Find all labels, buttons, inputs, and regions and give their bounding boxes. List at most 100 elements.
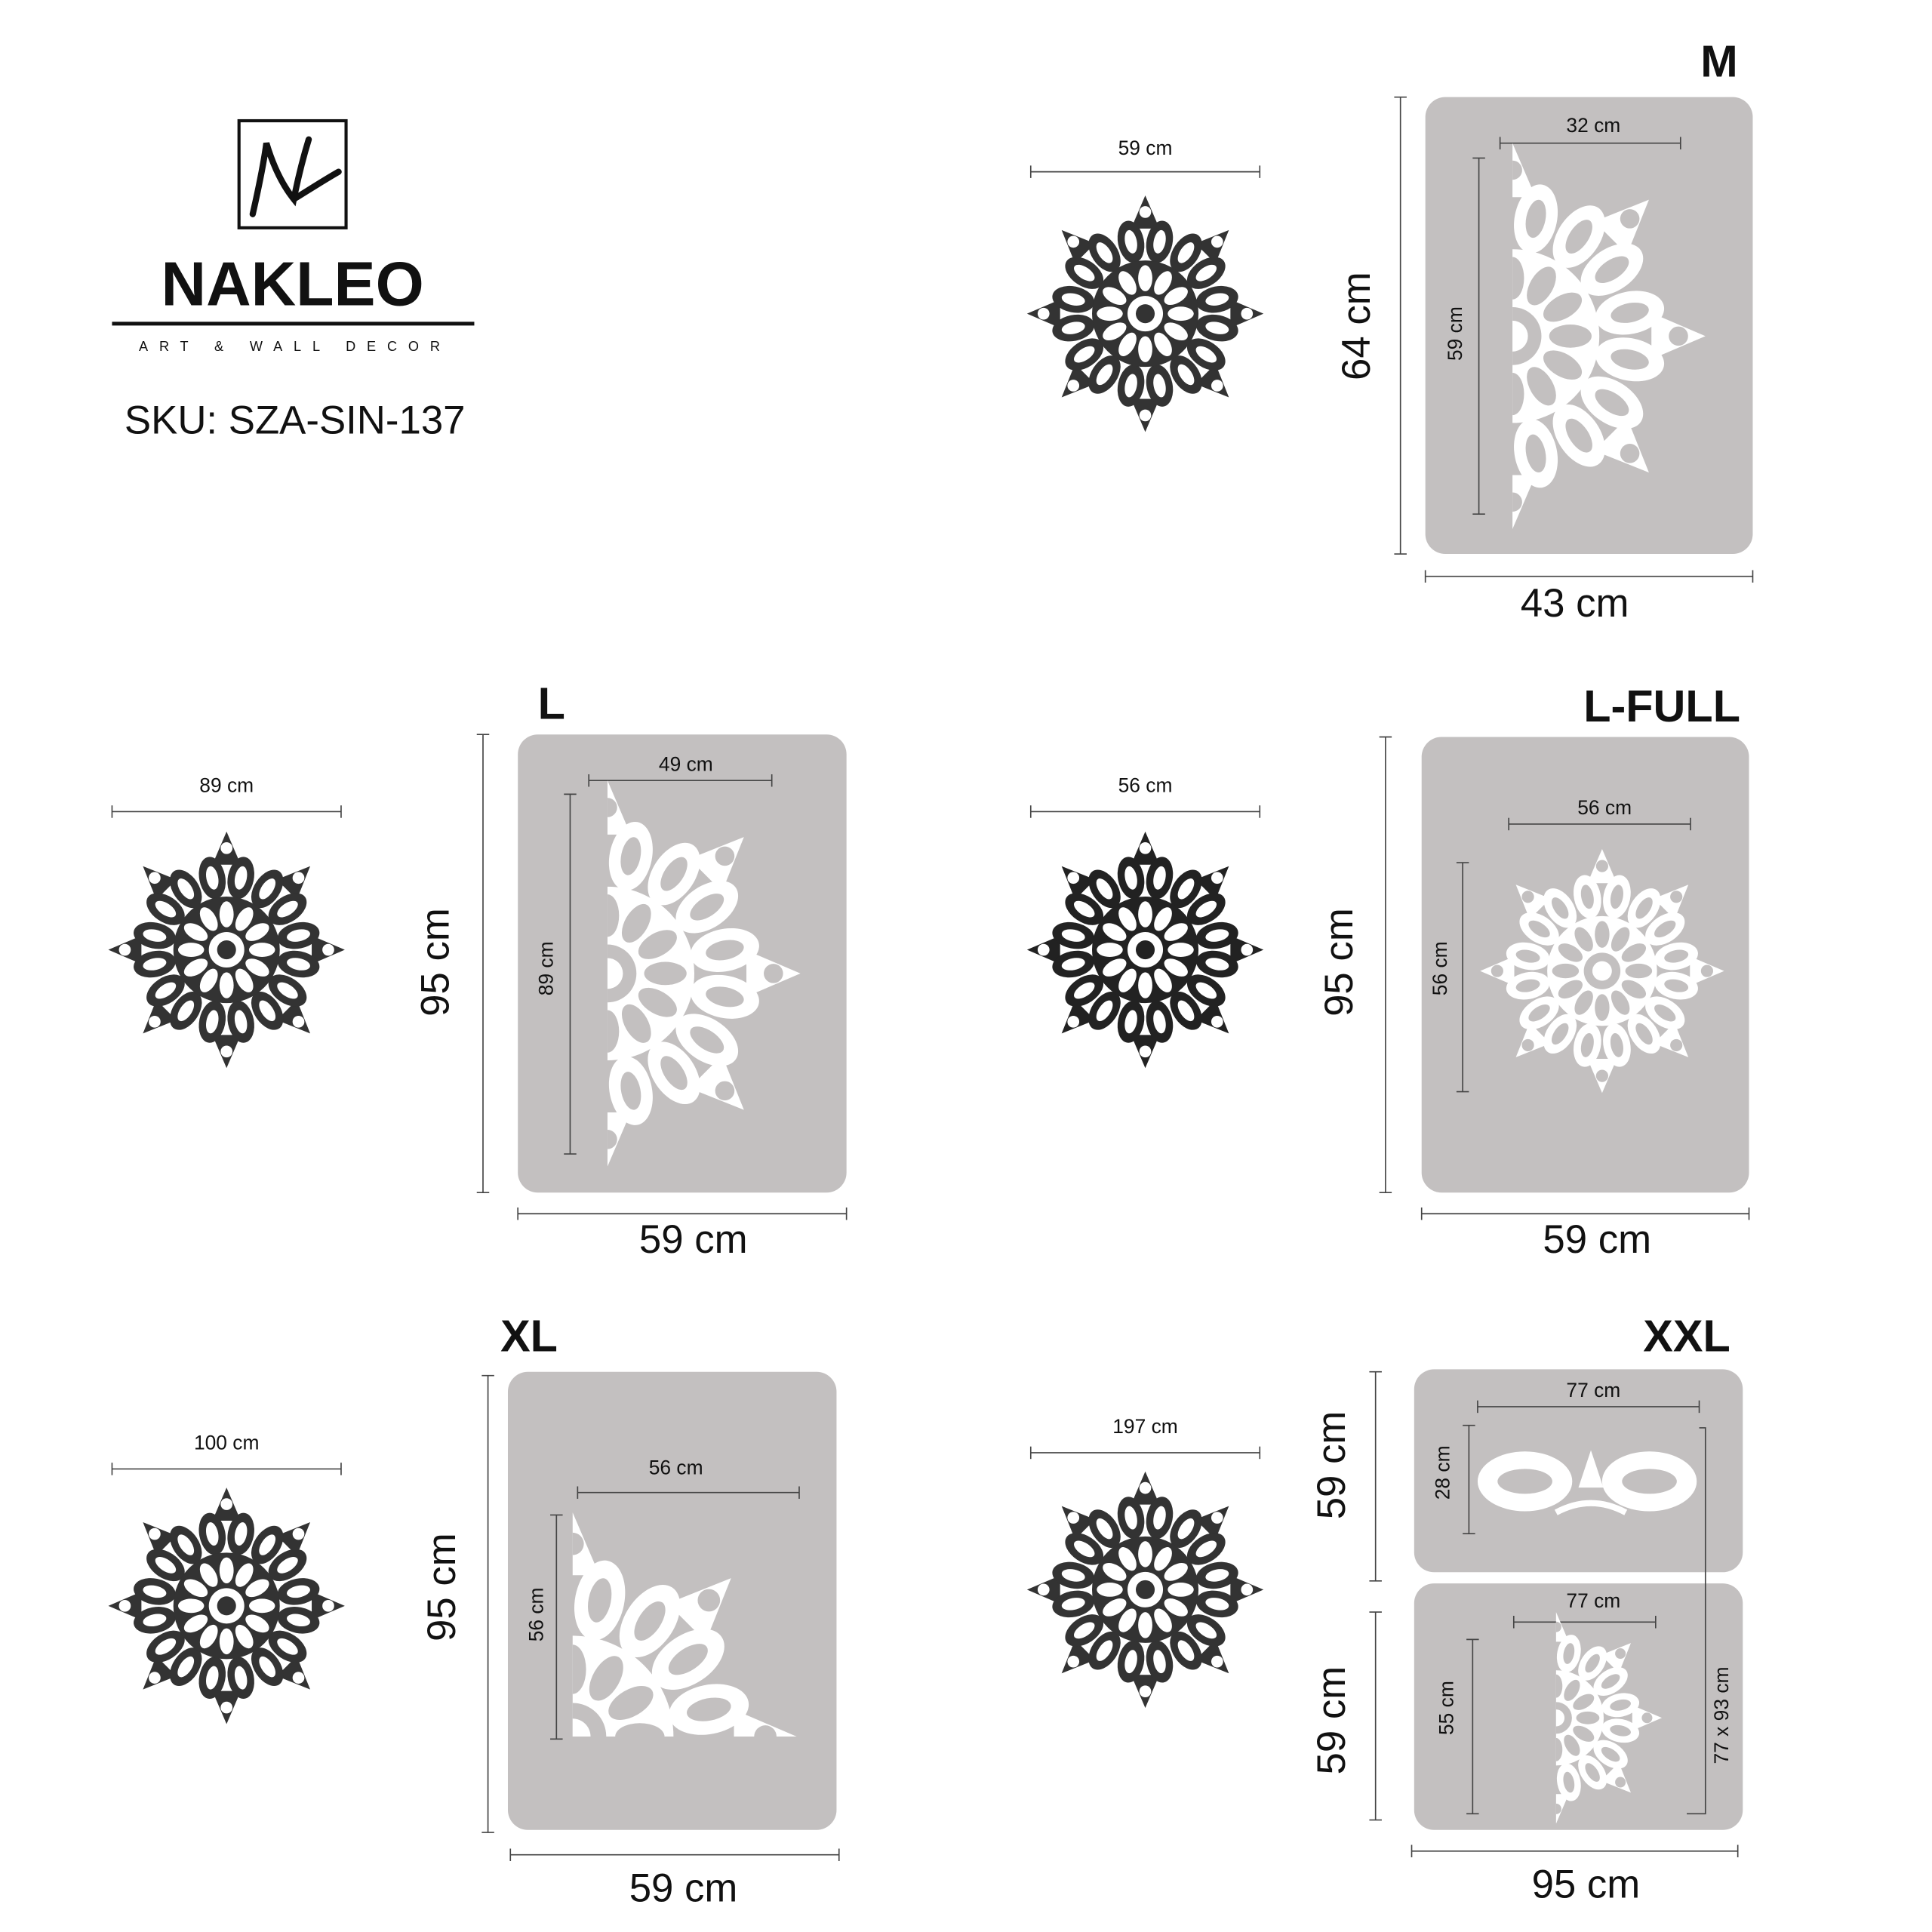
mandala-drop xyxy=(561,1918,584,1932)
mandala-inner-petal xyxy=(1512,372,1524,416)
mandala-body xyxy=(1026,831,1264,1069)
mandala-petal-hole xyxy=(205,1666,219,1690)
mandala-drop xyxy=(420,1857,452,1889)
mandala-inner-petal xyxy=(1138,901,1152,928)
mandala-inner-petal xyxy=(1103,1598,1127,1617)
mandala-petal-hole xyxy=(143,1585,167,1598)
mandala-petal-hole xyxy=(205,1522,219,1546)
mandala-inner-petal xyxy=(1527,266,1556,306)
size-label: M xyxy=(1700,35,1737,86)
mandala-drop xyxy=(1139,409,1152,422)
mandala-inner-petal xyxy=(235,907,254,931)
mandala-petal-hole xyxy=(277,900,298,918)
mandala-petal-hole xyxy=(1124,1506,1137,1530)
mandala-petal-hole xyxy=(155,1638,177,1655)
mandala-inner-petal xyxy=(219,1628,234,1655)
mandala-inner-petal xyxy=(1154,332,1172,357)
preview-width: 59 cm xyxy=(1118,137,1173,159)
mandala-petal-hole xyxy=(143,1614,167,1627)
mandala-point xyxy=(546,1898,599,1932)
mandala-inner-petal xyxy=(219,901,234,928)
mandala-drop xyxy=(476,842,503,869)
mandala-petal-hole xyxy=(1074,982,1095,999)
mandala-petal-hole xyxy=(234,1666,248,1690)
mandala-drop xyxy=(1139,1045,1152,1058)
mandala-petal-hole xyxy=(155,982,177,999)
mandala-drop xyxy=(149,872,161,884)
mandala-inner-petal xyxy=(177,1598,205,1614)
mandala-drop xyxy=(715,1081,735,1101)
mandala-center xyxy=(1512,320,1528,352)
mandala-point xyxy=(1555,1794,1569,1824)
mandala xyxy=(454,780,801,1167)
mandala-drop xyxy=(292,1672,305,1684)
mandala-petal-hole xyxy=(1654,920,1676,938)
mandala-petal-hole xyxy=(177,1534,195,1555)
mandala-point xyxy=(454,820,525,891)
mandala-drop xyxy=(220,1701,233,1714)
mandala-drop xyxy=(1067,872,1080,884)
mandala-inner-petal xyxy=(1097,1582,1123,1597)
mandala-inner-petal xyxy=(245,923,269,941)
mandala-inner-petal xyxy=(1164,923,1188,941)
preview-width: 100 cm xyxy=(194,1431,260,1454)
pattern-height: 56 cm xyxy=(525,1587,548,1641)
mandala-inner-petal xyxy=(235,968,254,992)
mandala-body xyxy=(420,1512,797,1932)
mandala-center xyxy=(607,958,623,989)
total-size: 77 x 93 cm xyxy=(1710,1666,1733,1764)
mandala-petal-hole xyxy=(1610,1699,1631,1711)
mandala-inner-petal xyxy=(1625,963,1653,979)
mandala-petal-hole xyxy=(660,857,688,891)
mandala-inner-petal xyxy=(245,958,269,977)
mandala-point xyxy=(734,1709,797,1737)
mandala-petal-hole xyxy=(1610,1032,1623,1057)
mandala-petal-hole xyxy=(277,1638,298,1655)
mandala-petal-hole xyxy=(259,878,276,900)
mandala-drop xyxy=(1067,1655,1080,1668)
sheet-width: 59 cm xyxy=(1543,1217,1651,1262)
mandala-drop xyxy=(1620,209,1640,229)
mandala-inner-petal xyxy=(1103,287,1127,306)
mandala-drop xyxy=(149,1016,161,1028)
mandala-petal-hole xyxy=(1635,1023,1653,1045)
mandala-inner-petal xyxy=(248,943,275,957)
mandala-inner-petal xyxy=(615,1723,665,1737)
stencil-arch xyxy=(1554,1500,1628,1515)
mandala-body xyxy=(108,831,345,1069)
mandala-petal-hole xyxy=(1585,1654,1600,1673)
mandala-inner-petal xyxy=(607,894,620,937)
sheet-width: 59 cm xyxy=(639,1217,748,1262)
mandala-petal-hole xyxy=(690,894,724,921)
mandala-petal-hole xyxy=(287,1585,310,1598)
sheet-height: 95 cm xyxy=(1317,908,1361,1017)
mandala-petal-hole xyxy=(1177,364,1195,386)
mandala-petal-hole xyxy=(259,1000,276,1022)
mandala-center xyxy=(1135,1580,1155,1599)
mandala-drop xyxy=(607,798,617,817)
mandala-drop xyxy=(1139,841,1152,854)
mandala-petal-hole xyxy=(584,1849,615,1897)
mandala-center xyxy=(217,940,236,960)
mandala-drop xyxy=(1037,943,1050,956)
mandala-inner-petal xyxy=(1564,1679,1580,1701)
logo-mark xyxy=(249,136,342,217)
mandala-drop xyxy=(292,1527,305,1540)
mandala-ring xyxy=(572,1635,674,1737)
mandala-petal-hole xyxy=(1061,321,1085,334)
mandala-inner-petal xyxy=(1576,1711,1600,1724)
mandala-petal-hole xyxy=(1195,1622,1217,1639)
mandala-drop xyxy=(1595,1069,1608,1082)
pattern-width: 77 cm xyxy=(1566,1379,1620,1401)
mandala-petal-hole xyxy=(588,1578,612,1623)
mandala-center xyxy=(1555,1709,1565,1727)
mandala-inner-petal xyxy=(1118,1608,1137,1632)
mandala-petal-hole xyxy=(177,878,195,900)
mandala-petal-hole xyxy=(234,1522,248,1546)
mandala-drop xyxy=(1615,1648,1626,1660)
mandala-petal-hole xyxy=(259,1656,276,1678)
sheet-height: 59 cm xyxy=(1309,1666,1354,1775)
mandala-petal-hole xyxy=(690,1026,724,1054)
mandala-petal-hole xyxy=(1611,302,1649,323)
